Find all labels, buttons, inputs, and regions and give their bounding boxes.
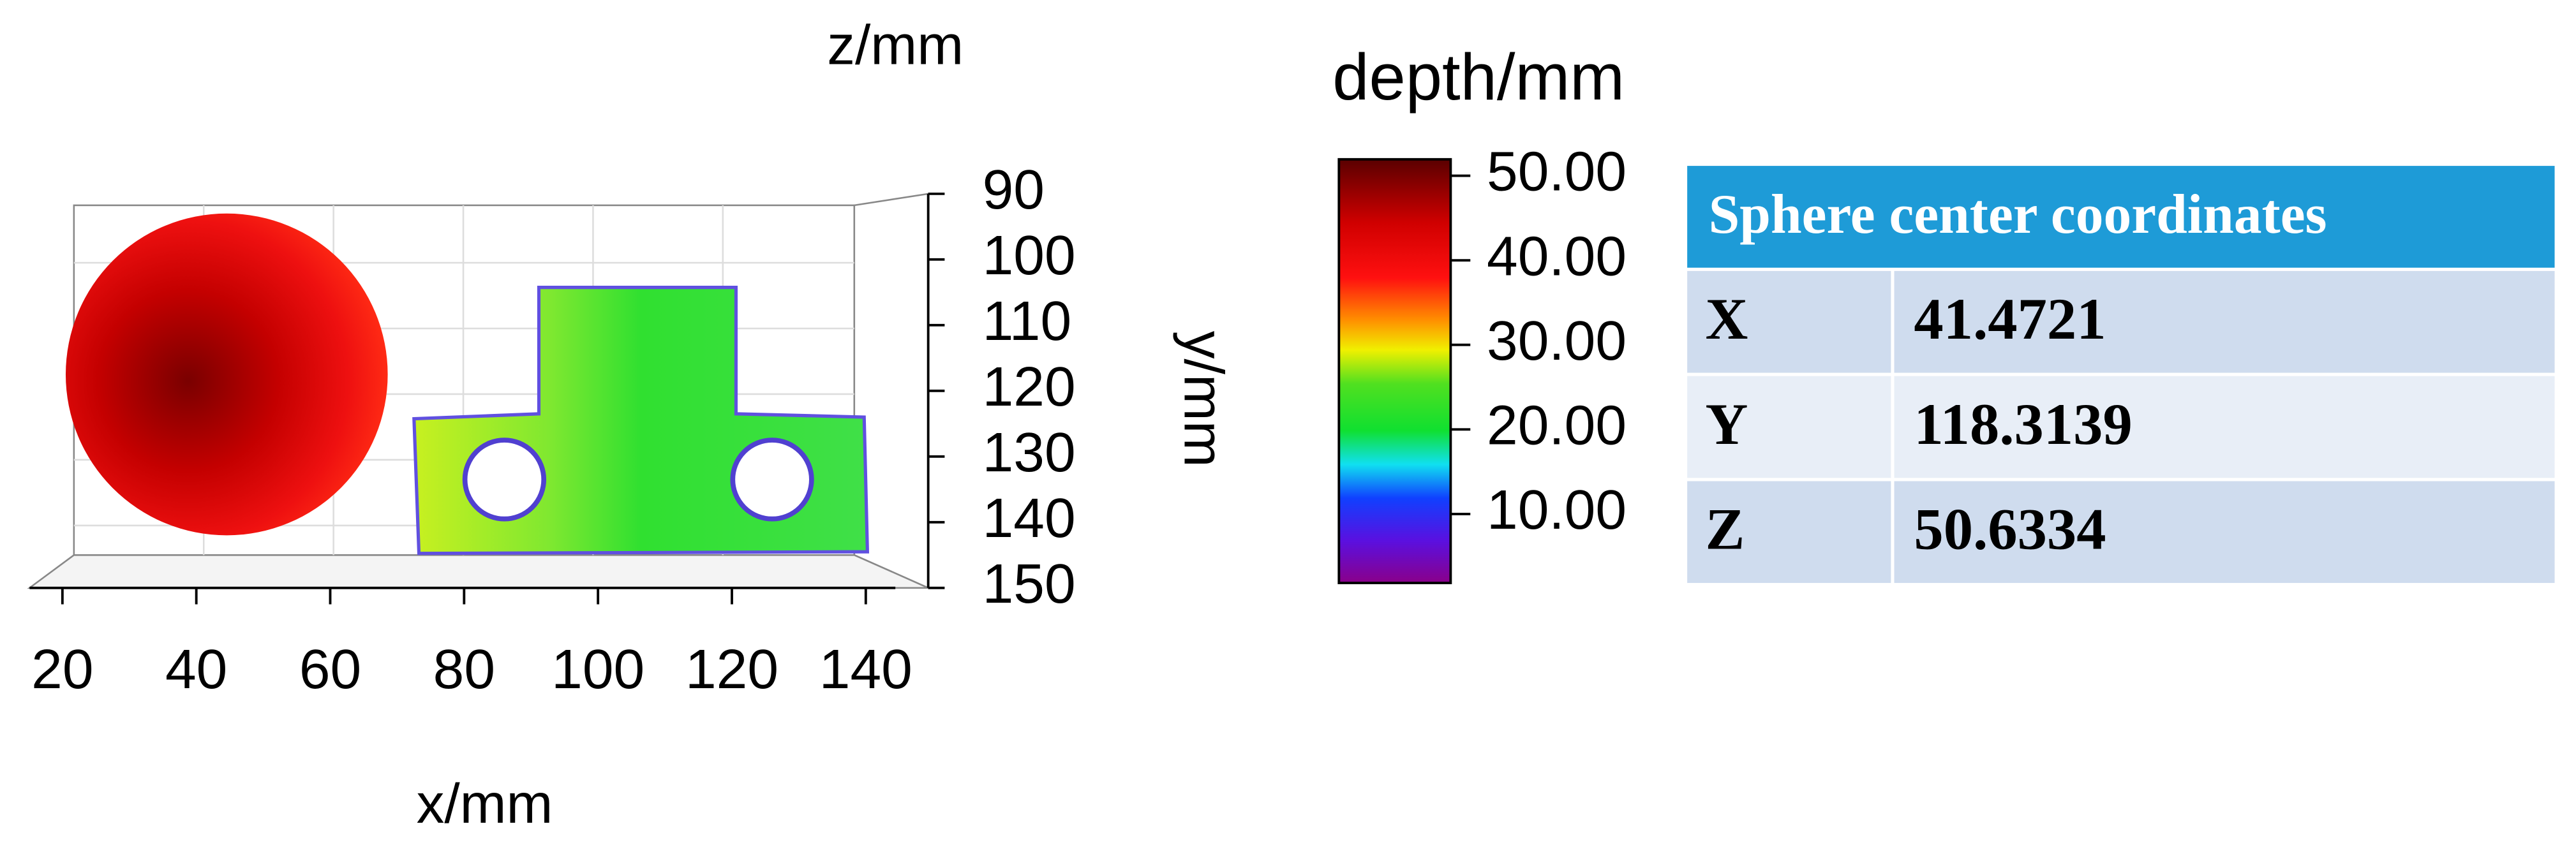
y-tick-label: 150 bbox=[983, 552, 1076, 615]
colorbar-tick-label: 20.00 bbox=[1487, 394, 1627, 456]
y-tick-label: 110 bbox=[983, 290, 1072, 352]
sphere bbox=[65, 213, 388, 536]
table-cell bbox=[1687, 376, 1891, 478]
x-tick-label: 60 bbox=[299, 638, 361, 700]
y-tick-label: 130 bbox=[983, 421, 1076, 483]
table-cell bbox=[1687, 481, 1891, 584]
row-label: X bbox=[1705, 286, 1748, 352]
table-cell bbox=[1894, 481, 2555, 584]
table-title: Sphere center coordinates bbox=[1709, 183, 2327, 245]
y-label: y/mm bbox=[1172, 331, 1235, 467]
x-tick-label: 100 bbox=[551, 638, 644, 700]
row-label: Z bbox=[1705, 497, 1745, 563]
table-cell bbox=[1894, 270, 2555, 373]
y-tick-label: 90 bbox=[983, 158, 1045, 221]
table-header bbox=[1687, 166, 2555, 268]
colorbar-tick-label: 30.00 bbox=[1487, 309, 1627, 372]
colorbar-tick-label: 40.00 bbox=[1487, 224, 1627, 287]
z-label: z/mm bbox=[827, 13, 964, 76]
y-tick-label: 140 bbox=[983, 487, 1076, 549]
hole bbox=[730, 438, 814, 522]
x-tick-label: 120 bbox=[685, 638, 778, 700]
row-value: 41.4721 bbox=[1914, 286, 2106, 352]
colorbar-tick-label: 50.00 bbox=[1487, 140, 1627, 203]
table-cell bbox=[1894, 376, 2555, 478]
colorbar-title: depth/mm bbox=[1332, 40, 1625, 114]
row-value: 118.3139 bbox=[1914, 392, 2132, 457]
y-tick-label: 100 bbox=[983, 224, 1076, 286]
row-value: 50.6334 bbox=[1914, 497, 2106, 563]
table-cell bbox=[1687, 270, 1891, 373]
y-tick-label: 120 bbox=[983, 355, 1076, 418]
colorbar bbox=[1337, 158, 1452, 584]
colorbar-tick-label: 10.00 bbox=[1487, 478, 1627, 541]
x-label: x/mm bbox=[417, 772, 553, 835]
x-tick-label: 40 bbox=[165, 638, 227, 700]
x-tick-label: 80 bbox=[433, 638, 495, 700]
hole bbox=[462, 438, 547, 522]
x-tick-label: 140 bbox=[819, 638, 912, 700]
x-tick-label: 20 bbox=[31, 638, 93, 700]
row-label: Y bbox=[1705, 392, 1748, 457]
